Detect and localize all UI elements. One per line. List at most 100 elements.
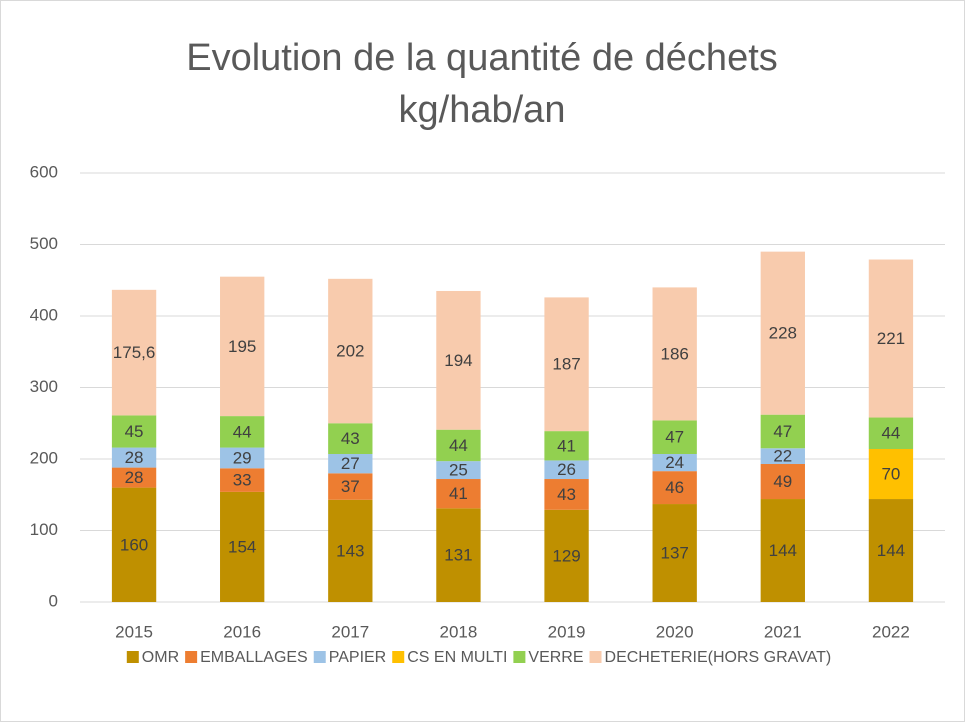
- y-tick-label: 400: [30, 305, 58, 324]
- bar-segment: [652, 453, 697, 472]
- legend-label: EMBALLAGES: [200, 649, 308, 666]
- bar-segment: [328, 453, 373, 474]
- bar-segment: [328, 423, 373, 454]
- bar-segment: [111, 289, 157, 416]
- bar-segment: [652, 287, 697, 421]
- x-tick-label: 2017: [331, 622, 369, 641]
- bar-segment: [652, 420, 697, 454]
- bar-segment: [220, 491, 265, 602]
- chart-title: Evolution de la quantité de déchets: [186, 37, 778, 79]
- bar-segment: [111, 467, 157, 488]
- bar-segment: [760, 414, 805, 449]
- value-label: 26: [557, 460, 576, 479]
- value-label: 202: [336, 342, 364, 361]
- value-label: 129: [552, 546, 580, 565]
- y-tick-label: 0: [49, 591, 58, 610]
- value-label: 47: [665, 428, 684, 447]
- legend-label: VERRE: [528, 649, 583, 666]
- value-label: 24: [665, 453, 684, 472]
- bar-segment: [544, 479, 589, 510]
- legend-swatch: [589, 651, 602, 663]
- bar-segment: [544, 509, 589, 602]
- value-label: 175,6: [113, 343, 156, 362]
- value-label: 143: [336, 541, 364, 560]
- y-tick-label: 500: [30, 234, 58, 253]
- x-tick-label: 2016: [223, 622, 261, 641]
- y-tick-label: 200: [30, 448, 58, 467]
- value-label: 27: [341, 454, 360, 473]
- value-label: 44: [233, 422, 252, 441]
- value-label: 45: [125, 422, 144, 441]
- legend-swatch: [392, 651, 405, 663]
- bar-segment: [436, 479, 481, 509]
- value-label: 37: [341, 477, 360, 496]
- bar-segment: [868, 448, 914, 500]
- value-label: 29: [233, 448, 252, 467]
- x-tick-label: 2019: [548, 622, 586, 641]
- bar-segment: [652, 471, 697, 505]
- value-label: 137: [661, 544, 689, 563]
- legend-swatch: [513, 651, 526, 663]
- x-tick-label: 2020: [656, 622, 694, 641]
- value-label: 41: [449, 484, 468, 503]
- bar-segment: [436, 508, 481, 602]
- bar-segment: [220, 468, 265, 492]
- legend-label: CS EN MULTI: [407, 649, 507, 666]
- value-label: 28: [125, 448, 144, 467]
- y-tick-label: 600: [30, 162, 58, 181]
- bar-segment: [328, 278, 373, 424]
- value-label: 46: [665, 478, 684, 497]
- bar-segment: [111, 487, 157, 602]
- value-label: 49: [773, 472, 792, 491]
- bar-segment: [436, 461, 481, 480]
- value-label: 25: [449, 461, 468, 480]
- legend-label: OMR: [142, 649, 179, 666]
- value-label: 28: [125, 468, 144, 487]
- legend-swatch: [313, 651, 326, 663]
- value-label: 131: [444, 546, 472, 565]
- bar-segment: [220, 276, 265, 417]
- bar-segment: [868, 499, 914, 602]
- x-tick-label: 2018: [440, 622, 478, 641]
- bar-segment: [868, 417, 914, 449]
- x-tick-label: 2021: [764, 622, 802, 641]
- legend-swatch: [126, 651, 139, 663]
- value-label: 186: [661, 344, 689, 363]
- y-tick-label: 100: [30, 520, 58, 539]
- bar-segment: [652, 504, 697, 602]
- bar-segment: [436, 290, 481, 430]
- chart-subtitle: kg/hab/an: [399, 89, 566, 131]
- bar-segment: [868, 259, 914, 418]
- value-label: 187: [552, 355, 580, 374]
- value-label: 70: [881, 464, 900, 483]
- x-tick-label: 2022: [872, 622, 910, 641]
- bar-segment: [220, 447, 265, 469]
- value-label: 43: [341, 429, 360, 448]
- bar-segment: [328, 473, 373, 500]
- bar-segment: [328, 499, 373, 602]
- value-label: 44: [449, 436, 468, 455]
- value-label: 47: [773, 422, 792, 441]
- bar-segment: [220, 416, 265, 448]
- bar-segment: [544, 297, 589, 432]
- value-label: 221: [877, 329, 905, 348]
- bar-segment: [760, 499, 805, 602]
- bar-segment: [760, 251, 805, 415]
- bar-segment: [544, 431, 589, 461]
- bar-segment: [111, 447, 157, 468]
- value-label: 22: [773, 447, 792, 466]
- legend-label: PAPIER: [329, 649, 387, 666]
- legend-label: DECHETERIE(HORS GRAVAT): [605, 649, 832, 666]
- bar-segment: [436, 429, 481, 462]
- value-label: 160: [120, 535, 148, 554]
- bar-segment: [111, 415, 157, 448]
- value-label: 33: [233, 471, 252, 490]
- x-tick-label: 2015: [115, 622, 153, 641]
- y-tick-label: 300: [30, 377, 58, 396]
- value-label: 44: [881, 424, 900, 443]
- bar-segment: [544, 460, 589, 480]
- legend-swatch: [185, 651, 198, 663]
- value-label: 154: [228, 537, 256, 556]
- value-label: 228: [769, 324, 797, 343]
